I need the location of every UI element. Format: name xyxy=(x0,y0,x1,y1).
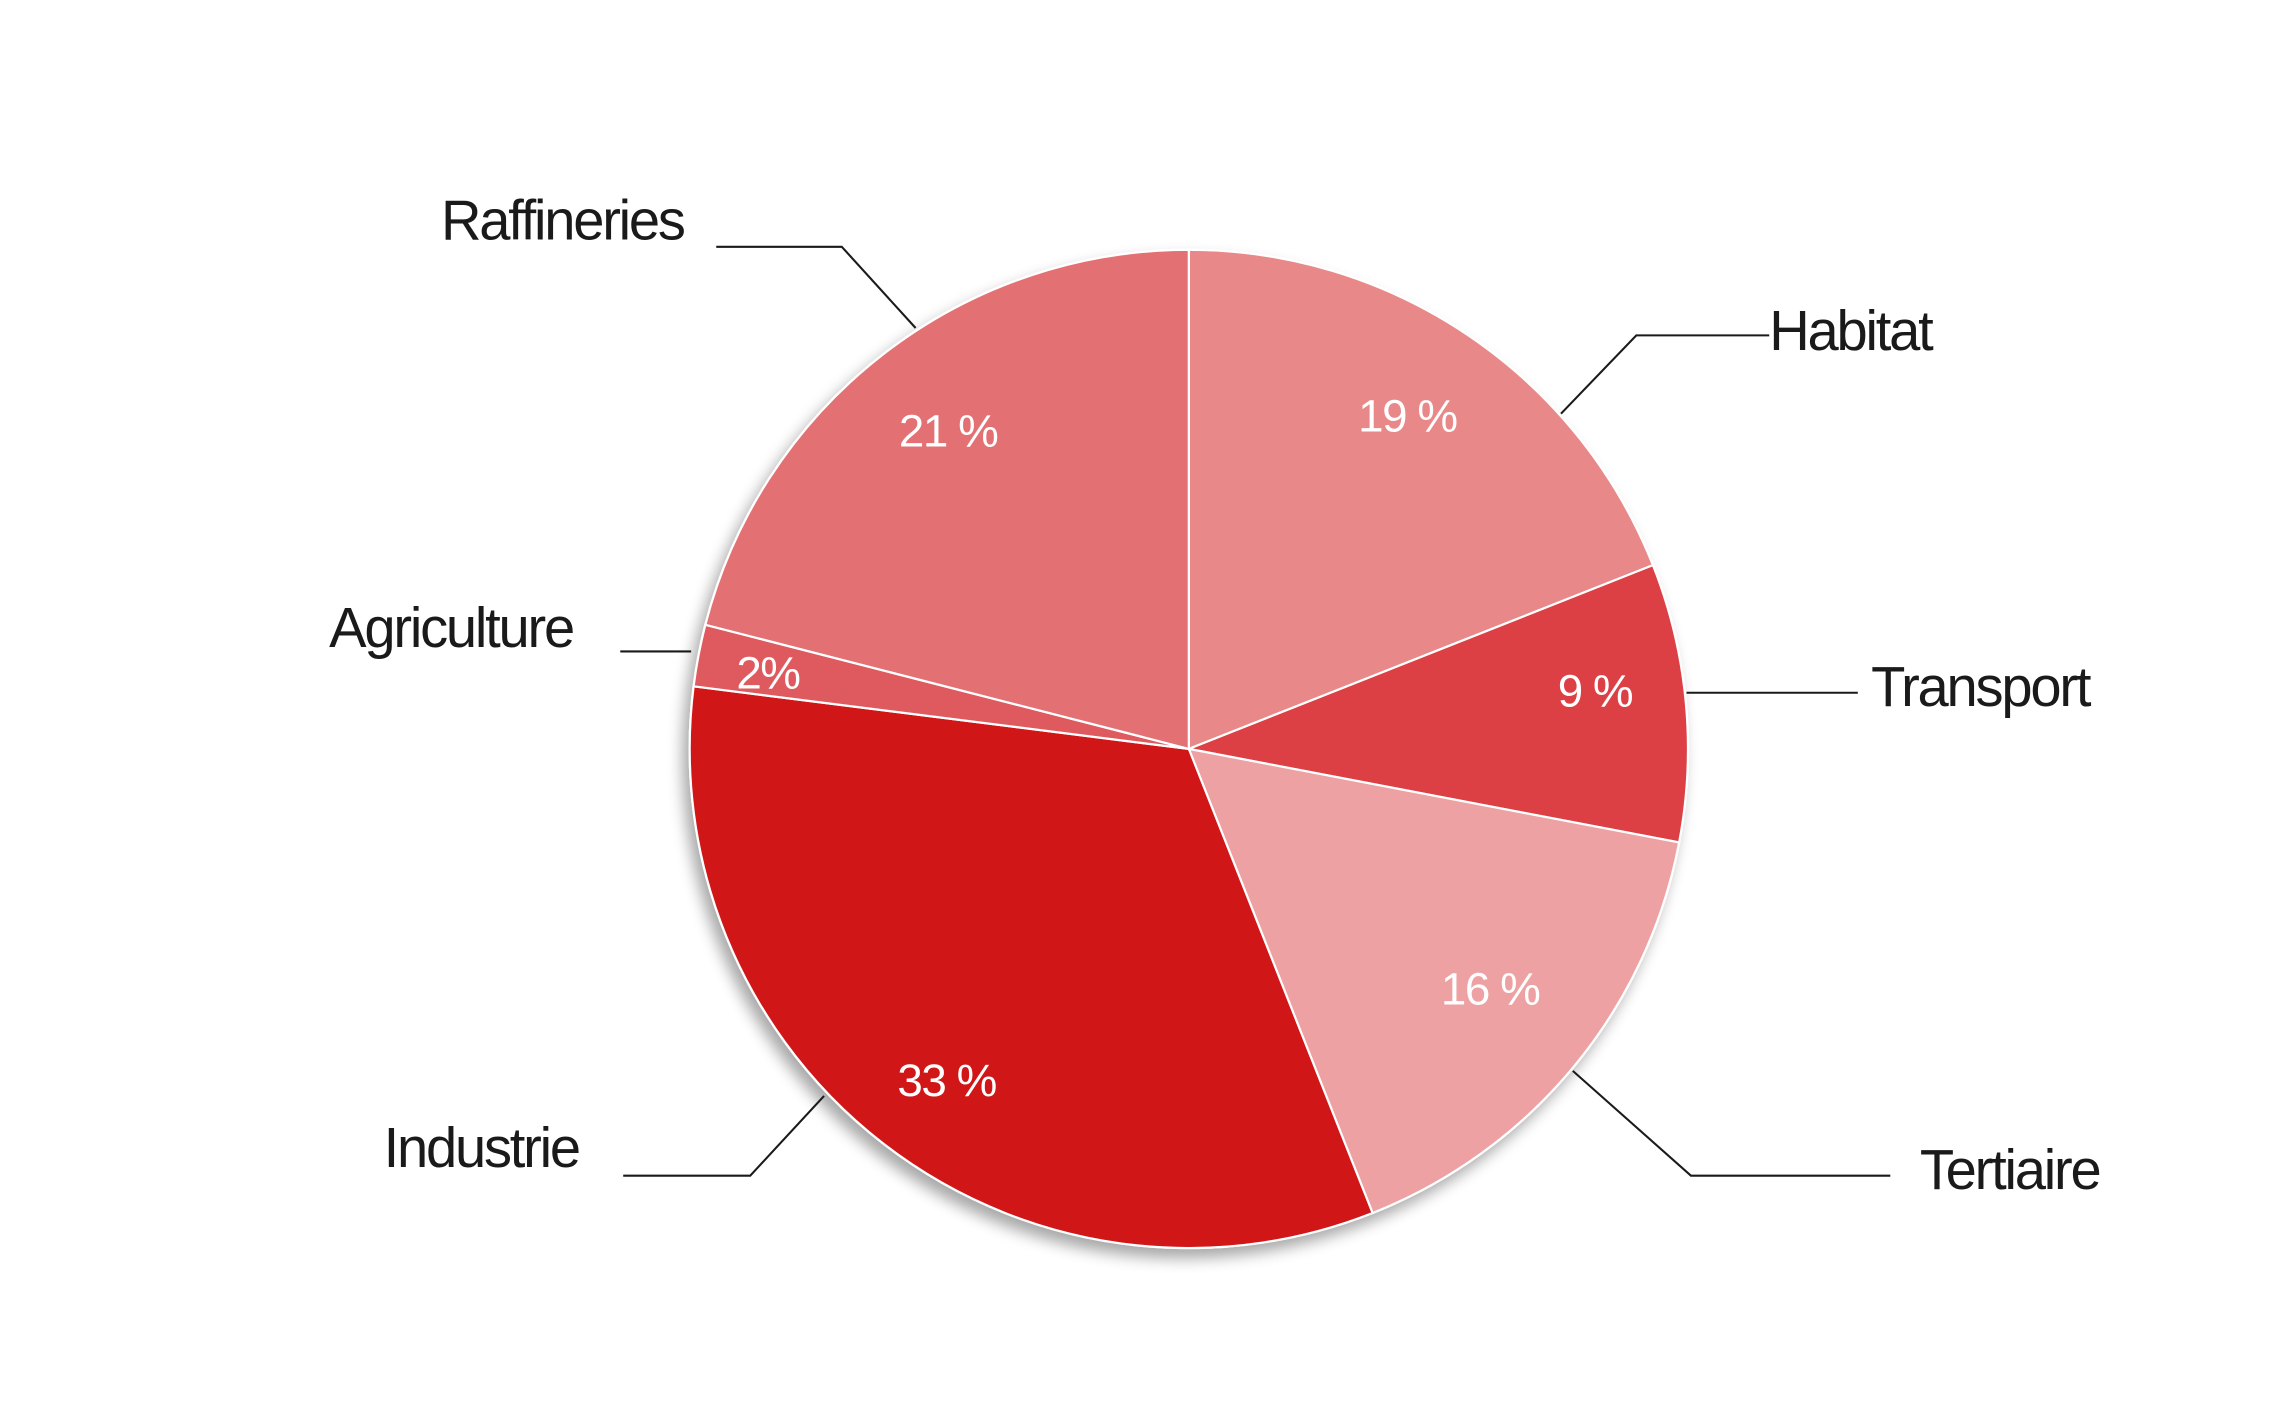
value-label: 33 % xyxy=(897,1055,996,1106)
leader-line xyxy=(623,1095,825,1177)
leader-line xyxy=(1560,334,1770,415)
value-label: 21 % xyxy=(899,405,998,456)
leader-line xyxy=(1572,1070,1891,1177)
category-label: Raffineries xyxy=(441,188,685,251)
pie-slice xyxy=(704,248,1190,751)
pie-slice xyxy=(1184,563,1690,844)
pie-slice xyxy=(1187,747,1681,1215)
category-label: Industrie xyxy=(384,1116,579,1179)
value-label: 2% xyxy=(736,648,800,699)
category-label: Tertiaire xyxy=(1920,1138,2100,1201)
category-label: Habitat xyxy=(1769,299,1934,362)
value-label: 9 % xyxy=(1558,665,1633,716)
pie-slice xyxy=(688,685,1375,1250)
pie-slice xyxy=(1187,248,1655,751)
value-label: 16 % xyxy=(1441,964,1540,1015)
category-label: Agriculture xyxy=(329,596,573,659)
category-label: Transport xyxy=(1871,655,2092,718)
pie xyxy=(688,248,1690,1250)
value-label: 19 % xyxy=(1358,391,1457,442)
leader-line xyxy=(716,245,917,329)
